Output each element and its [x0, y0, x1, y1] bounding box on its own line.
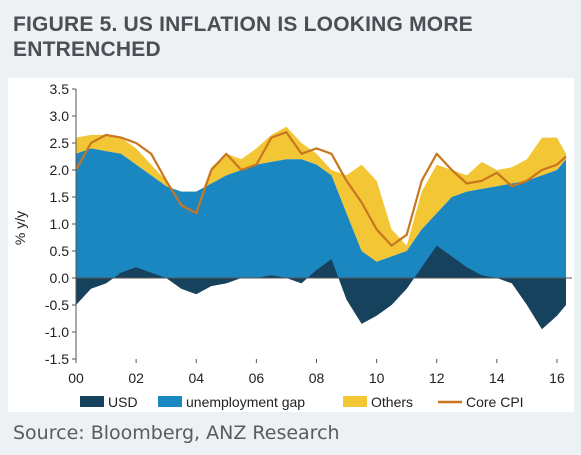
legend-label: USD	[108, 394, 138, 410]
series-line-core-cpi	[75, 131, 567, 247]
y-axis-label: % y/y	[12, 211, 28, 245]
legend-item-unemployment-gap: unemployment gap	[158, 394, 305, 410]
x-tick-label: 00	[68, 370, 84, 386]
chart-title: FIGURE 5. US INFLATION IS LOOKING MORE E…	[13, 13, 473, 61]
legend-label: unemployment gap	[186, 394, 305, 410]
y-tick-label: 0.5	[50, 243, 70, 259]
legend-swatch	[80, 396, 104, 407]
legend-item-core-cpi: Core CPI	[438, 394, 524, 410]
series-area-unemployment-gap	[76, 148, 566, 278]
legend-item-usd: USD	[80, 394, 138, 410]
y-tick-label: 1.5	[50, 189, 70, 205]
x-tick-label: 16	[549, 370, 565, 386]
x-tick-label: 02	[128, 370, 144, 386]
y-ticks: 3.5 3.0 2.5 2.0 1.5 1.0 0.5 0.0 -0.5 -1.0 -1.5	[45, 81, 76, 367]
x-tick-label: 14	[489, 370, 505, 386]
y-tick-label: -0.5	[45, 297, 69, 313]
series-area-usd	[76, 245, 566, 330]
legend: USD unemployment gap Others Core CPI	[80, 394, 524, 410]
legend-item-others: Others	[343, 394, 413, 410]
x-tick-label: 06	[249, 370, 265, 386]
x-tick-label: 12	[429, 370, 445, 386]
y-tick-label: 2.5	[50, 135, 70, 151]
legend-label: Core CPI	[466, 394, 524, 410]
stacked-areas	[76, 126, 566, 330]
y-tick-label: -1.5	[45, 351, 69, 367]
x-tick-label: 10	[369, 370, 385, 386]
y-tick-label: -1.0	[45, 324, 69, 340]
legend-label: Others	[371, 394, 413, 410]
y-tick-label: 2.0	[50, 162, 70, 178]
x-tick-label: 08	[309, 370, 325, 386]
x-tick-label: 04	[188, 370, 204, 386]
y-tick-label: 0.0	[50, 270, 70, 286]
source-note: Source: Bloomberg, ANZ Research	[13, 422, 340, 444]
y-tick-label: 1.0	[50, 216, 70, 232]
x-ticks: 00 02 04 06 08 10 12 14 16	[68, 359, 565, 386]
legend-swatch	[343, 396, 367, 407]
y-tick-label: 3.0	[50, 108, 70, 124]
core-cpi-line-group	[75, 131, 567, 247]
y-tick-label: 3.5	[50, 81, 70, 97]
legend-swatch	[158, 396, 182, 407]
